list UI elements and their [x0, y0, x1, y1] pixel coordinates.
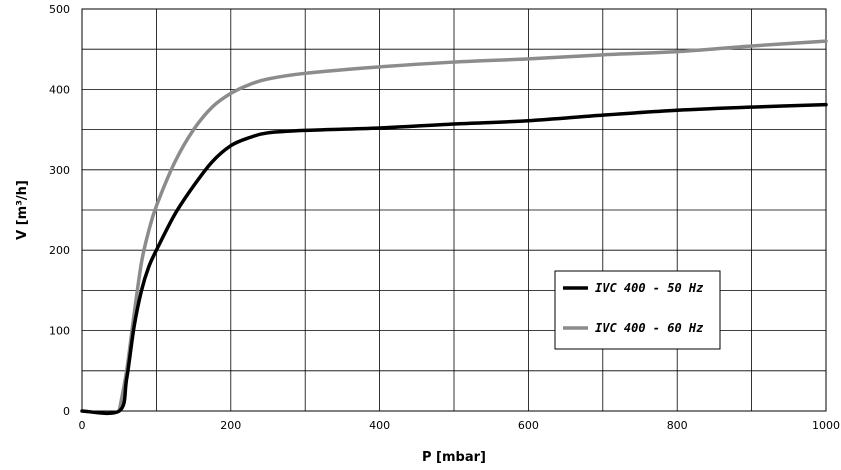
- y-tick-label: 0: [63, 405, 70, 418]
- x-tick-label: 600: [518, 419, 539, 432]
- axes: 0 200 400 600 800 1000 0 100 200 300 400 500 P [mbar…: [15, 3, 840, 465]
- series-line-1: [117, 39, 828, 413]
- y-tick-label: 100: [49, 325, 70, 338]
- y-tick-label: 300: [49, 164, 70, 177]
- series-line-0: [80, 102, 828, 416]
- y-axis-title: V [m³/h]: [15, 180, 30, 240]
- x-tick-label: 400: [369, 419, 390, 432]
- x-tick-label: 1000: [812, 419, 840, 432]
- y-tick-label: 200: [49, 244, 70, 257]
- x-tick-label: 0: [79, 419, 86, 432]
- legend-label-0: IVC 400 - 50 Hz: [595, 281, 703, 295]
- y-tick-label: 500: [49, 3, 70, 16]
- grid: [81, 8, 827, 412]
- series-group: [80, 39, 828, 416]
- x-tick-label: 200: [220, 419, 241, 432]
- legend: IVC 400 - 50 Hz IVC 400 - 60 Hz: [554, 270, 721, 350]
- legend-box: [554, 270, 721, 350]
- legend-label-1: IVC 400 - 60 Hz: [595, 321, 703, 335]
- x-axis-title: P [mbar]: [422, 450, 486, 465]
- y-tick-label: 400: [49, 83, 70, 96]
- x-tick-label: 800: [667, 419, 688, 432]
